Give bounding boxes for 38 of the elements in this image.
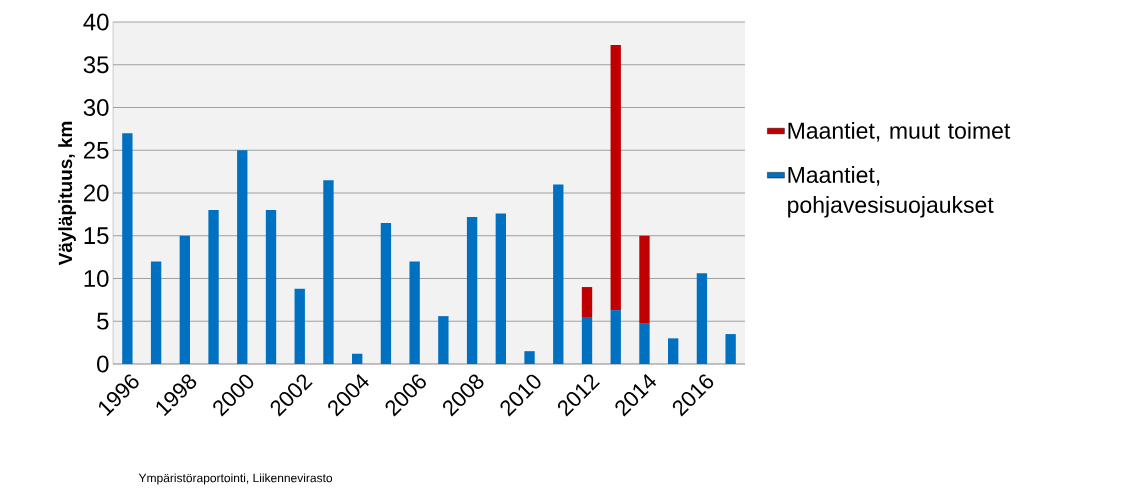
bar (466, 216, 478, 364)
bar (668, 338, 679, 364)
bar (323, 180, 334, 364)
bar (610, 310, 621, 364)
bar (524, 351, 535, 364)
y-tick-label: 25 (83, 141, 109, 159)
legend-label: Maantiet, pohjavesisuojaukset (788, 166, 994, 218)
bar (581, 287, 593, 317)
bar (179, 235, 190, 364)
bar (725, 334, 736, 364)
y-tick-label: 40 (83, 13, 109, 31)
bar (438, 316, 449, 364)
y-tick-label: 15 (84, 227, 109, 245)
bar (265, 210, 277, 364)
bar (639, 235, 650, 324)
legend-label: Maantiet, muut toimet (788, 121, 1011, 142)
bar (409, 261, 420, 364)
y-tick-label: 5 (97, 312, 109, 330)
bar (380, 222, 392, 364)
y-tick-label: 0 (97, 355, 109, 373)
bar (294, 288, 305, 364)
text: Ympäristöraportointi, Liikennevirasto (138, 473, 333, 485)
y-axis-title: Väyläpituus, km (58, 121, 76, 266)
bar (696, 273, 708, 364)
y-tick-label: 35 (83, 56, 109, 74)
bar (237, 150, 248, 364)
bar (208, 210, 219, 364)
y-tick-label: 20 (83, 184, 109, 202)
bar (150, 261, 162, 364)
bar (352, 353, 363, 364)
bar (495, 213, 506, 364)
bar (581, 316, 593, 364)
y-tick-label: 10 (84, 270, 109, 287)
bar (639, 323, 650, 364)
bar (610, 45, 621, 311)
y-tick-label: 30 (83, 99, 109, 116)
bar (553, 184, 564, 364)
bar (122, 133, 133, 364)
